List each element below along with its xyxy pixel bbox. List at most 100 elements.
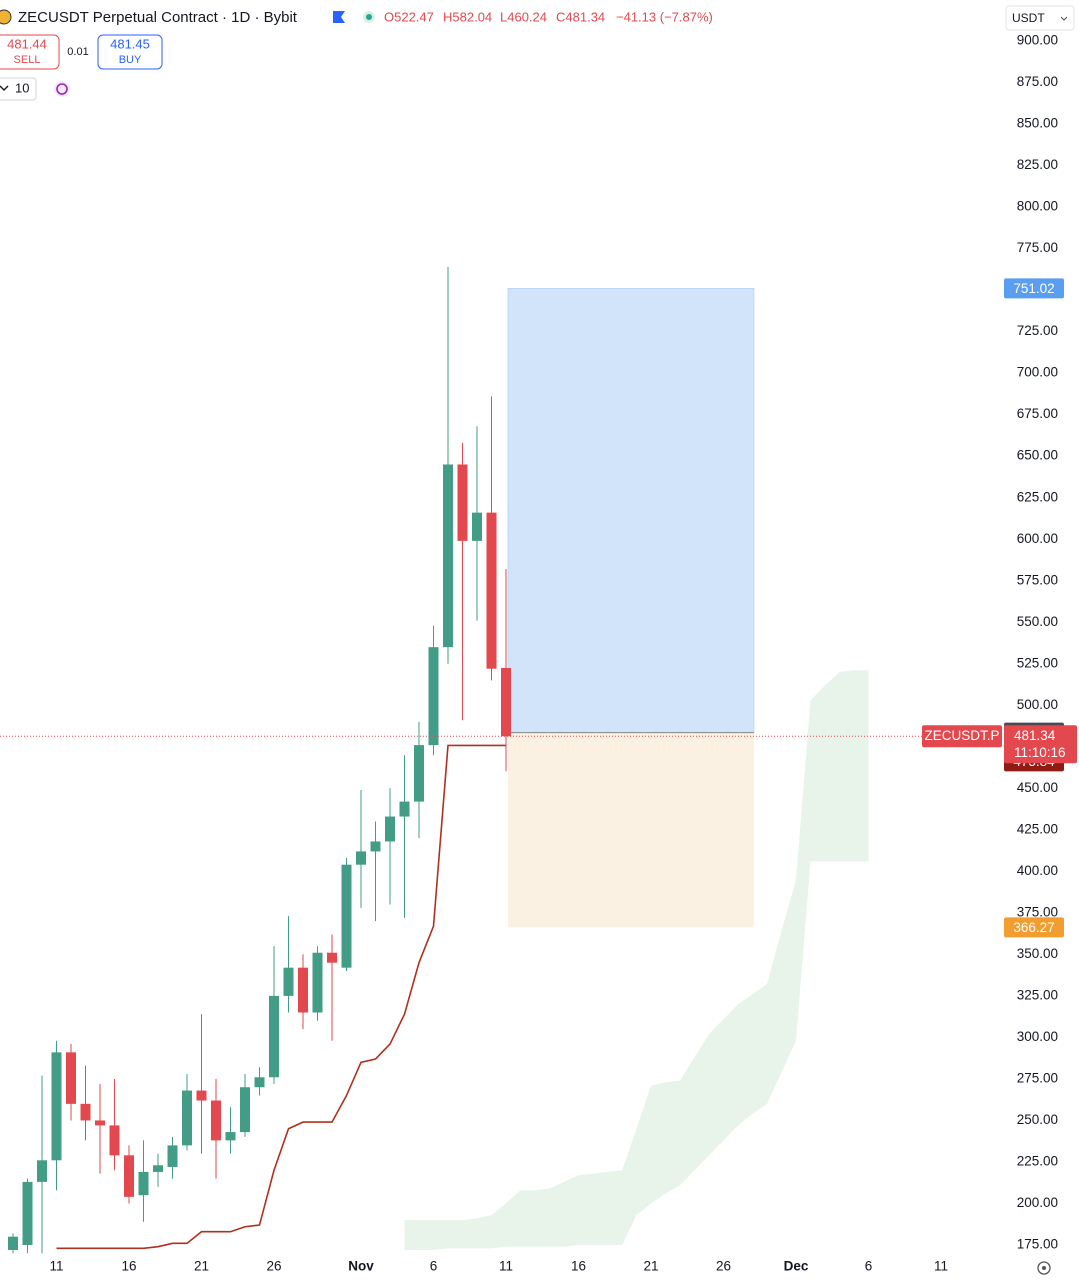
close-label: C481.34	[556, 9, 605, 24]
y-tick-label: 550.00	[1017, 614, 1058, 629]
sell-price[interactable]: 481.44	[7, 36, 47, 51]
candle-body	[240, 1087, 250, 1133]
candle-body	[385, 816, 395, 842]
y-tick-label: 725.00	[1017, 323, 1058, 338]
candle-body	[501, 667, 511, 737]
candle-body	[66, 1052, 76, 1104]
x-tick-label: 6	[430, 1259, 438, 1274]
settings-dot	[1042, 1266, 1046, 1270]
candle-body	[109, 1125, 120, 1156]
countdown: 11:10:16	[1014, 745, 1066, 760]
y-tick-label: 775.00	[1017, 240, 1058, 255]
candle-body	[95, 1120, 105, 1126]
candle-body	[254, 1077, 265, 1088]
y-tick-label: 425.00	[1017, 821, 1058, 836]
y-tick-label: 325.00	[1017, 987, 1058, 1002]
loss-zone	[508, 732, 754, 928]
overlay: ZECUSDT Perpetual Contract · 1D · Bybit …	[0, 5, 1075, 1275]
x-tick-label: 6	[865, 1259, 873, 1274]
candle-body	[80, 1103, 91, 1121]
candle-body	[428, 647, 439, 746]
x-tick-label: 11	[499, 1259, 513, 1274]
status-dot	[366, 14, 372, 20]
candle-body	[182, 1090, 192, 1146]
y-tick-label: 275.00	[1017, 1070, 1058, 1085]
y-tick-label: 875.00	[1017, 74, 1058, 89]
candle-body	[472, 512, 482, 541]
x-tick-label: 16	[121, 1259, 136, 1274]
chevron	[1060, 16, 1068, 21]
x-tick-label: 16	[571, 1259, 586, 1274]
candle-body	[312, 952, 323, 1013]
sell-text[interactable]: SELL	[14, 54, 41, 66]
symbol-label-bg	[922, 725, 1002, 748]
refresh-icon[interactable]	[56, 83, 68, 95]
candle-body	[414, 745, 424, 802]
buy-price[interactable]: 481.45	[110, 36, 150, 51]
plot-area: 175.00 200.00 225.00 250.00 275.00 300.00 325.…	[0, 33, 1077, 1274]
candle-body	[51, 1052, 62, 1161]
y-tick-label: 625.00	[1017, 489, 1058, 504]
y-tick-label: 575.00	[1017, 572, 1058, 587]
y-tick-label: 850.00	[1017, 116, 1058, 131]
currency[interactable]: USDT	[1012, 11, 1045, 25]
profit-zone	[507, 288, 755, 733]
candle-body	[37, 1160, 47, 1182]
y-tick-label: 525.00	[1017, 655, 1058, 670]
settings-icon[interactable]	[1037, 1261, 1051, 1275]
spread: 0.01	[67, 46, 88, 58]
coin-icon	[0, 9, 12, 25]
y-tick-label: 375.00	[1017, 904, 1058, 919]
y-tick-label: 650.00	[1017, 448, 1058, 463]
sell-button[interactable]	[0, 34, 60, 70]
x-tick-label: 11	[49, 1259, 63, 1274]
y-tick-label: 675.00	[1017, 406, 1058, 421]
x-tick-label: Dec	[784, 1259, 809, 1274]
stop-label: 366.27	[1013, 920, 1054, 935]
stop-label-bg	[1004, 917, 1064, 938]
candle-body	[196, 1090, 207, 1101]
candle-body	[443, 464, 453, 648]
y-tick-label: 500.00	[1017, 697, 1058, 712]
change-label: −41.13 (−7.87%)	[616, 9, 713, 24]
candle-body	[370, 841, 381, 852]
y-tick-label: 450.00	[1017, 780, 1058, 795]
x-tick-label: 26	[266, 1259, 281, 1274]
candle-body	[457, 464, 468, 541]
y-tick-label: 700.00	[1017, 365, 1058, 380]
candle-body	[327, 952, 337, 963]
y-tick-label: 200.00	[1017, 1195, 1058, 1210]
high-label: H582.04	[443, 9, 492, 24]
candle-body	[341, 864, 352, 968]
price-label-bg	[1004, 725, 1077, 764]
y-tick-label: 175.00	[1017, 1237, 1058, 1252]
quantity[interactable]: 10	[15, 80, 29, 95]
candle-body	[486, 512, 497, 669]
candle-body	[211, 1100, 221, 1141]
candle-body	[356, 851, 366, 865]
currency-select[interactable]	[1005, 5, 1075, 31]
candle-body	[283, 967, 294, 996]
candle-body	[225, 1132, 236, 1141]
buy-button[interactable]	[97, 34, 163, 70]
chevron	[0, 85, 9, 91]
x-tick-label: 11	[934, 1259, 948, 1274]
quantity-box[interactable]	[0, 77, 37, 101]
candle-body	[298, 967, 308, 1013]
x-tick-label: Nov	[348, 1259, 374, 1274]
candle-body	[269, 995, 279, 1078]
stop-line	[56, 744, 506, 1250]
ichimoku-cloud	[404, 670, 869, 1250]
candle-body	[8, 1236, 18, 1250]
buy-text[interactable]: BUY	[119, 54, 142, 66]
symbol-label: ZECUSDT.P	[924, 728, 999, 743]
candle-body	[167, 1145, 178, 1167]
y-tick-label: 825.00	[1017, 157, 1058, 172]
y-tick-label: 900.00	[1017, 33, 1058, 48]
candle-body	[138, 1171, 149, 1196]
candle-body	[124, 1155, 134, 1197]
y-tick-label: 225.00	[1017, 1154, 1058, 1169]
x-tick-label: 21	[643, 1259, 658, 1274]
low-label: L460.24	[500, 9, 547, 24]
